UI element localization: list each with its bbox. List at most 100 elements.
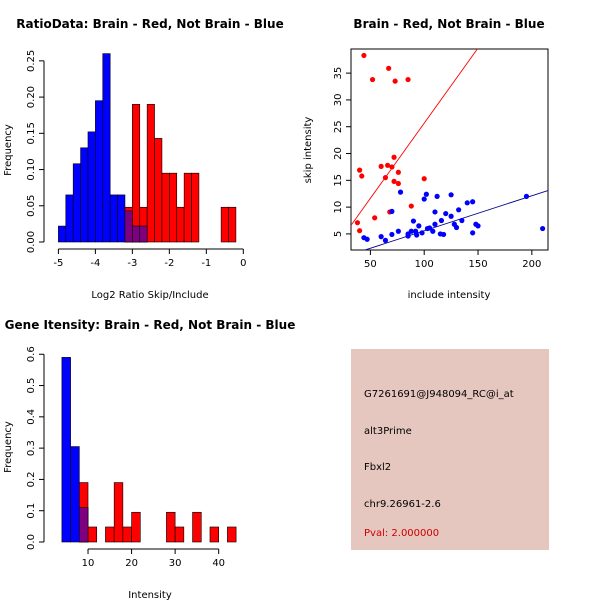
intensity-histogram-y-tick-label: 0.4 — [26, 409, 37, 425]
intensity-histogram-y-tick-label: 0.3 — [26, 440, 37, 456]
intensity-histogram-ylabel: Frequency — [3, 421, 14, 473]
ratio-histogram-x-tick-label: -4 — [90, 258, 100, 269]
ratio-histogram-blue-bar — [117, 194, 126, 243]
intensity-histogram-red-bar — [192, 511, 202, 543]
scatter-point-brain — [389, 164, 395, 170]
scatter-point-not-brain — [470, 230, 476, 236]
ratio-histogram-overlap-bar — [124, 210, 133, 243]
ratio-histogram-ylabel: Frequency — [3, 124, 14, 176]
scatter-point-not-brain — [389, 231, 395, 238]
scatter-point-brain — [405, 76, 411, 83]
intensity-histogram-blue-bar — [61, 357, 71, 543]
ratio-histogram-y-tick-label: 0.05 — [26, 195, 37, 217]
scatter-point-not-brain — [470, 199, 476, 205]
ratio-histogram-axes: -5 -4 -3 -2 -1 0 0.00 0.05 0.10 0.15 0.20 0.25 — [26, 50, 246, 269]
scatter-point-not-brain — [438, 217, 445, 224]
ratio-histogram-blue-bar — [95, 100, 104, 243]
scatter-point-brain — [361, 52, 367, 59]
scatter-point-not-brain — [475, 223, 481, 229]
scatter-point-not-brain — [448, 192, 454, 198]
intensity-histogram-title: Gene Itensity: Brain - Red, Not Brain - … — [5, 318, 296, 332]
scatter-point-not-brain — [430, 228, 436, 234]
gene-name: Fbxl2 — [364, 462, 391, 473]
ratio-histogram-x-tick-label: -2 — [164, 258, 174, 269]
scatter-fit-line — [351, 49, 478, 226]
p-value: Pval: 2.000000 — [364, 528, 439, 539]
ratio-histogram-blue-bar — [87, 131, 96, 243]
scatter-point-brain — [392, 78, 398, 84]
intensity-histogram-red-bar — [131, 511, 141, 543]
scatter-point-brain — [421, 176, 427, 182]
ratio-histogram-red-bar — [191, 172, 200, 243]
intensity-histogram-red-bar — [166, 511, 176, 543]
ratio-histogram-red-bar — [146, 104, 155, 243]
scatter-point-not-brain — [523, 193, 530, 199]
scatter-point-brain — [386, 65, 392, 71]
scatter-point-not-brain — [432, 209, 438, 215]
scatter-point-not-brain — [432, 221, 438, 227]
intensity-histogram-x-tick-label: 10 — [82, 558, 95, 569]
ratio-histogram-y-tick-label: 0.00 — [26, 231, 37, 253]
scatter-point-not-brain — [414, 232, 420, 238]
ratio-histogram-overlap-bar — [132, 225, 141, 243]
scatter-point-not-brain — [456, 207, 462, 213]
info-panel: G7261691@J948094_RC@i_at alt3Prime Fbxl2… — [351, 349, 549, 550]
scatter-panel: Brain - Red, Not Brain - Blue include in… — [303, 17, 549, 301]
scatter-point-not-brain — [419, 230, 425, 236]
scatter-x-tick-label: 100 — [415, 259, 434, 270]
scatter-point-not-brain — [443, 210, 449, 217]
ratio-histogram-y-tick-label: 0.20 — [26, 86, 37, 108]
scatter-x-tick-label: 200 — [522, 259, 541, 270]
scatter-title: Brain - Red, Not Brain - Blue — [353, 17, 544, 31]
scatter-point-not-brain — [459, 217, 465, 224]
ratio-histogram-red-bar — [169, 172, 178, 243]
scatter-point-not-brain — [448, 213, 454, 219]
scatter-y-tick-label: 15 — [333, 174, 344, 187]
intensity-histogram-red-bar — [227, 526, 237, 543]
scatter-point-brain — [372, 215, 378, 221]
scatter-point-brain — [369, 76, 376, 83]
scatter-point-brain — [354, 220, 361, 226]
intensity-histogram-red-bar — [174, 526, 185, 543]
scatter-point-not-brain — [395, 228, 401, 234]
intensity-histogram-panel: Gene Itensity: Brain - Red, Not Brain - … — [3, 318, 295, 600]
scatter-point-not-brain — [389, 208, 395, 215]
intensity-histogram-red-bar — [105, 526, 115, 543]
ratio-histogram-panel: RatioData: Brain - Red, Not Brain - Blue… — [3, 17, 284, 301]
intensity-histogram-x-tick-label: 30 — [169, 558, 182, 569]
scatter-point-brain — [385, 162, 391, 168]
scatter-point-brain — [395, 180, 401, 187]
intensity-histogram-x-tick-label: 20 — [125, 558, 138, 569]
scatter-fit-line — [363, 190, 548, 250]
ratio-histogram-blue-bar — [80, 147, 89, 243]
ratio-histogram-blue-bar — [109, 194, 118, 243]
scatter-point-brain — [357, 167, 363, 173]
ratio-histogram-red-bar — [154, 138, 163, 243]
scatter-x-tick-label: 50 — [364, 259, 377, 270]
scatter-point-not-brain — [440, 231, 447, 238]
event-type: alt3Prime — [364, 426, 412, 437]
scatter-point-not-brain — [434, 193, 440, 199]
intensity-histogram-xlabel: Intensity — [128, 590, 172, 600]
ratio-histogram-bars — [58, 53, 237, 243]
scatter-point-brain — [359, 173, 365, 179]
ratio-histogram-red-bar — [228, 206, 237, 243]
intensity-histogram-y-tick-label: 0.0 — [26, 534, 37, 550]
scatter-point-not-brain — [410, 218, 417, 224]
intensity-histogram-red-bar — [209, 526, 219, 543]
ratio-histogram-xlabel: Log2 Ratio Skip/Include — [91, 290, 208, 301]
intensity-histogram-x-tick-label: 40 — [212, 558, 225, 569]
ratio-histogram-red-bar — [161, 172, 170, 243]
intensity-histogram-axes: 10 20 30 40 0.0 0.1 0.2 0.3 0.4 0.5 0.6 — [26, 346, 225, 569]
scatter-point-not-brain — [423, 191, 429, 197]
intensity-histogram-y-tick-label: 0.5 — [26, 378, 37, 394]
scatter-y-tick-label: 35 — [333, 67, 344, 80]
ratio-histogram-red-bar — [176, 206, 185, 243]
scatter-point-not-brain — [405, 231, 411, 237]
scatter-y-tick-label: 20 — [333, 147, 344, 160]
ratio-histogram-blue-bar — [58, 225, 67, 243]
info-panel-background — [351, 349, 549, 550]
ratio-histogram-x-tick-label: 0 — [240, 258, 246, 269]
scatter-x-tick-label: 150 — [468, 259, 487, 270]
